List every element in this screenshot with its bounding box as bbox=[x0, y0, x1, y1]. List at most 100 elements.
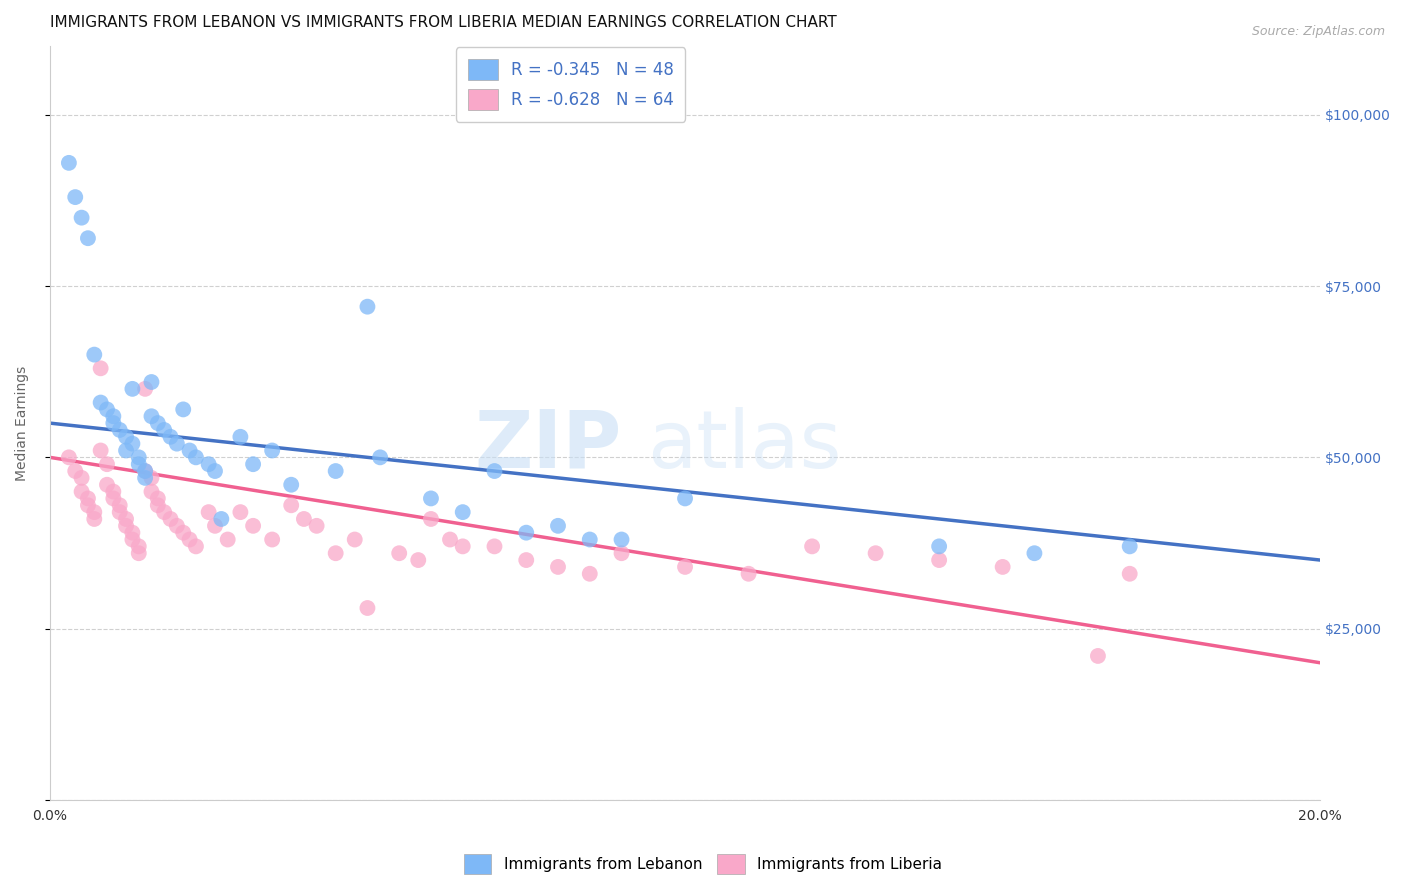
Point bbox=[991, 560, 1014, 574]
Point bbox=[484, 464, 506, 478]
Text: Source: ZipAtlas.com: Source: ZipAtlas.com bbox=[1251, 25, 1385, 38]
Point bbox=[83, 505, 105, 519]
Point bbox=[325, 464, 347, 478]
Point bbox=[77, 491, 100, 506]
Point bbox=[134, 464, 156, 478]
Point bbox=[58, 156, 80, 170]
Point bbox=[96, 477, 118, 491]
Point bbox=[134, 471, 156, 485]
Point bbox=[172, 402, 194, 417]
Point bbox=[172, 525, 194, 540]
Legend: R = -0.345   N = 48, R = -0.628   N = 64: R = -0.345 N = 48, R = -0.628 N = 64 bbox=[456, 47, 686, 121]
Point bbox=[439, 533, 461, 547]
Point bbox=[58, 450, 80, 465]
Point bbox=[578, 566, 600, 581]
Point bbox=[451, 505, 474, 519]
Point bbox=[420, 512, 443, 526]
Point bbox=[292, 512, 315, 526]
Point bbox=[115, 518, 138, 533]
Point bbox=[262, 443, 284, 458]
Y-axis label: Median Earnings: Median Earnings bbox=[15, 366, 30, 481]
Point bbox=[108, 423, 131, 437]
Point bbox=[204, 464, 226, 478]
Point bbox=[146, 498, 169, 512]
Point bbox=[197, 505, 219, 519]
Point bbox=[343, 533, 366, 547]
Point bbox=[242, 457, 264, 471]
Point bbox=[179, 443, 201, 458]
Point bbox=[90, 395, 112, 409]
Point bbox=[484, 540, 506, 554]
Point bbox=[1024, 546, 1046, 560]
Point bbox=[204, 518, 226, 533]
Point bbox=[121, 525, 143, 540]
Point bbox=[77, 231, 100, 245]
Point bbox=[610, 546, 633, 560]
Point bbox=[141, 375, 163, 389]
Point bbox=[128, 540, 150, 554]
Point bbox=[229, 430, 252, 444]
Point bbox=[103, 409, 125, 424]
Point bbox=[368, 450, 391, 465]
Point bbox=[515, 553, 537, 567]
Point bbox=[166, 518, 188, 533]
Point bbox=[305, 518, 328, 533]
Point bbox=[673, 560, 696, 574]
Point bbox=[737, 566, 759, 581]
Point bbox=[801, 540, 824, 554]
Point bbox=[128, 457, 150, 471]
Point bbox=[578, 533, 600, 547]
Point bbox=[115, 430, 138, 444]
Point bbox=[128, 450, 150, 465]
Point bbox=[77, 498, 100, 512]
Point bbox=[96, 457, 118, 471]
Point bbox=[134, 464, 156, 478]
Point bbox=[83, 348, 105, 362]
Point bbox=[70, 211, 93, 225]
Point bbox=[356, 300, 378, 314]
Point bbox=[115, 512, 138, 526]
Point bbox=[1118, 540, 1140, 554]
Point bbox=[229, 505, 252, 519]
Point bbox=[673, 491, 696, 506]
Point bbox=[141, 471, 163, 485]
Point bbox=[159, 512, 181, 526]
Point bbox=[108, 498, 131, 512]
Point bbox=[153, 505, 176, 519]
Point bbox=[928, 540, 950, 554]
Point bbox=[103, 491, 125, 506]
Point bbox=[90, 443, 112, 458]
Point bbox=[141, 484, 163, 499]
Point bbox=[65, 464, 87, 478]
Legend: Immigrants from Lebanon, Immigrants from Liberia: Immigrants from Lebanon, Immigrants from… bbox=[458, 848, 948, 880]
Point bbox=[96, 402, 118, 417]
Point bbox=[108, 505, 131, 519]
Point bbox=[159, 430, 181, 444]
Point bbox=[406, 553, 429, 567]
Point bbox=[547, 518, 569, 533]
Point bbox=[179, 533, 201, 547]
Text: atlas: atlas bbox=[647, 407, 841, 484]
Point bbox=[280, 477, 302, 491]
Point bbox=[134, 382, 156, 396]
Point bbox=[70, 484, 93, 499]
Point bbox=[262, 533, 284, 547]
Point bbox=[242, 518, 264, 533]
Point bbox=[153, 423, 176, 437]
Point bbox=[209, 512, 232, 526]
Point bbox=[515, 525, 537, 540]
Point bbox=[451, 540, 474, 554]
Point bbox=[865, 546, 887, 560]
Point bbox=[146, 491, 169, 506]
Point bbox=[146, 416, 169, 430]
Point bbox=[928, 553, 950, 567]
Point bbox=[388, 546, 411, 560]
Point bbox=[65, 190, 87, 204]
Text: ZIP: ZIP bbox=[474, 407, 621, 484]
Point bbox=[70, 471, 93, 485]
Point bbox=[325, 546, 347, 560]
Point bbox=[184, 450, 207, 465]
Point bbox=[83, 512, 105, 526]
Point bbox=[103, 416, 125, 430]
Point bbox=[103, 484, 125, 499]
